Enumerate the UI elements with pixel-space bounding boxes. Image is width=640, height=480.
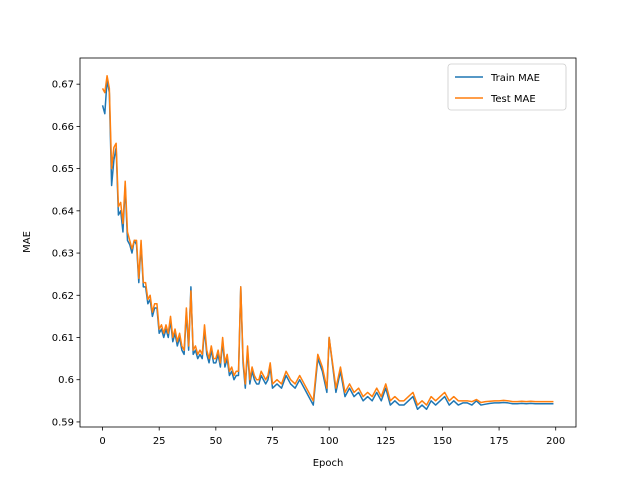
x-tick-label: 0	[99, 436, 105, 447]
line	[101, 74, 554, 406]
x-tick-label: 125	[376, 436, 395, 447]
y-tick-label: 0.65	[52, 164, 74, 175]
y-tick-label: 0.62	[52, 291, 74, 302]
x-tick-label: 50	[209, 436, 222, 447]
y-tick-label: 0.59	[52, 417, 74, 428]
legend-label: Train MAE	[490, 73, 540, 84]
y-tick-label: 0.61	[52, 333, 74, 344]
y-tick-label: 0.63	[52, 249, 74, 260]
y-axis-label: MAE	[22, 231, 33, 253]
y-tick-label: 0.66	[52, 122, 74, 133]
x-tick-label: 75	[266, 436, 279, 447]
x-tick-label: 100	[320, 436, 339, 447]
x-tick-label: 200	[546, 436, 565, 447]
x-tick-label: 175	[490, 436, 509, 447]
y-tick-label: 0.67	[52, 80, 74, 91]
x-axis-label: Epoch	[313, 458, 344, 469]
line	[101, 79, 554, 411]
plot-frame	[79, 57, 577, 428]
x-tick-label: 150	[433, 436, 452, 447]
y-tick-label: 0.6	[58, 375, 74, 386]
x-tick-label: 25	[153, 436, 166, 447]
legend-label: Test MAE	[490, 94, 536, 105]
y-tick-label: 0.64	[52, 206, 74, 217]
